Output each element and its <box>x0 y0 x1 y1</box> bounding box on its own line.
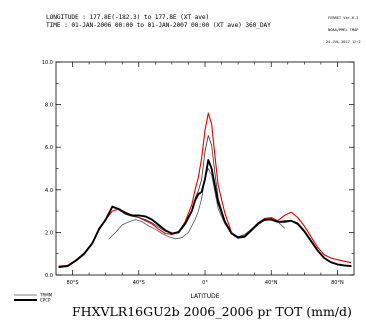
series-line-2 <box>108 168 285 240</box>
ferret-stamp: FERRET Ver.6.3 NOAA/PMEL TMAP 24-JUL-201… <box>326 8 361 48</box>
x-tick-label: 80°S <box>67 280 79 286</box>
y-tick-label: 4.0 <box>45 188 53 194</box>
header-time: TIME : 01-JAN-2006 00:00 to 01-JAN-2007 … <box>46 22 271 29</box>
x-axis-label: LATITUDE <box>190 293 219 300</box>
header-longitude: LONGITUDE : 177.8E(-182.3) to 177.8E (XT… <box>46 14 210 21</box>
ferret-stamp-line3: 24-JUL-2017 12:2 <box>326 40 361 44</box>
legend-label: CPCP <box>40 298 51 303</box>
series-line-1 <box>58 112 352 267</box>
x-tick-label: 80°N <box>331 280 344 286</box>
x-tick-label: 0° <box>202 280 208 286</box>
chart-caption: FHXVLR16GU2b 2006_2006 pr TOT (mm/d) <box>72 304 352 319</box>
ferret-stamp-line2: NOAA/PMEL TMAP <box>328 28 359 32</box>
x-tick-label: 40°N <box>265 280 278 286</box>
series-line-4 <box>58 159 352 268</box>
x-tick-label: 40°S <box>133 280 145 286</box>
y-tick-label: 2.0 <box>45 230 53 236</box>
y-tick-label: 6.0 <box>45 145 53 151</box>
y-tick-label: 10.0 <box>42 60 53 66</box>
legend-label: TRMM <box>39 293 53 298</box>
plot-frame <box>55 61 355 276</box>
y-tick-label: 8.0 <box>45 103 53 109</box>
y-tick-label: 0.0 <box>45 273 53 279</box>
series-line-3 <box>58 135 352 268</box>
ferret-stamp-line1: FERRET Ver.6.3 <box>328 16 359 20</box>
